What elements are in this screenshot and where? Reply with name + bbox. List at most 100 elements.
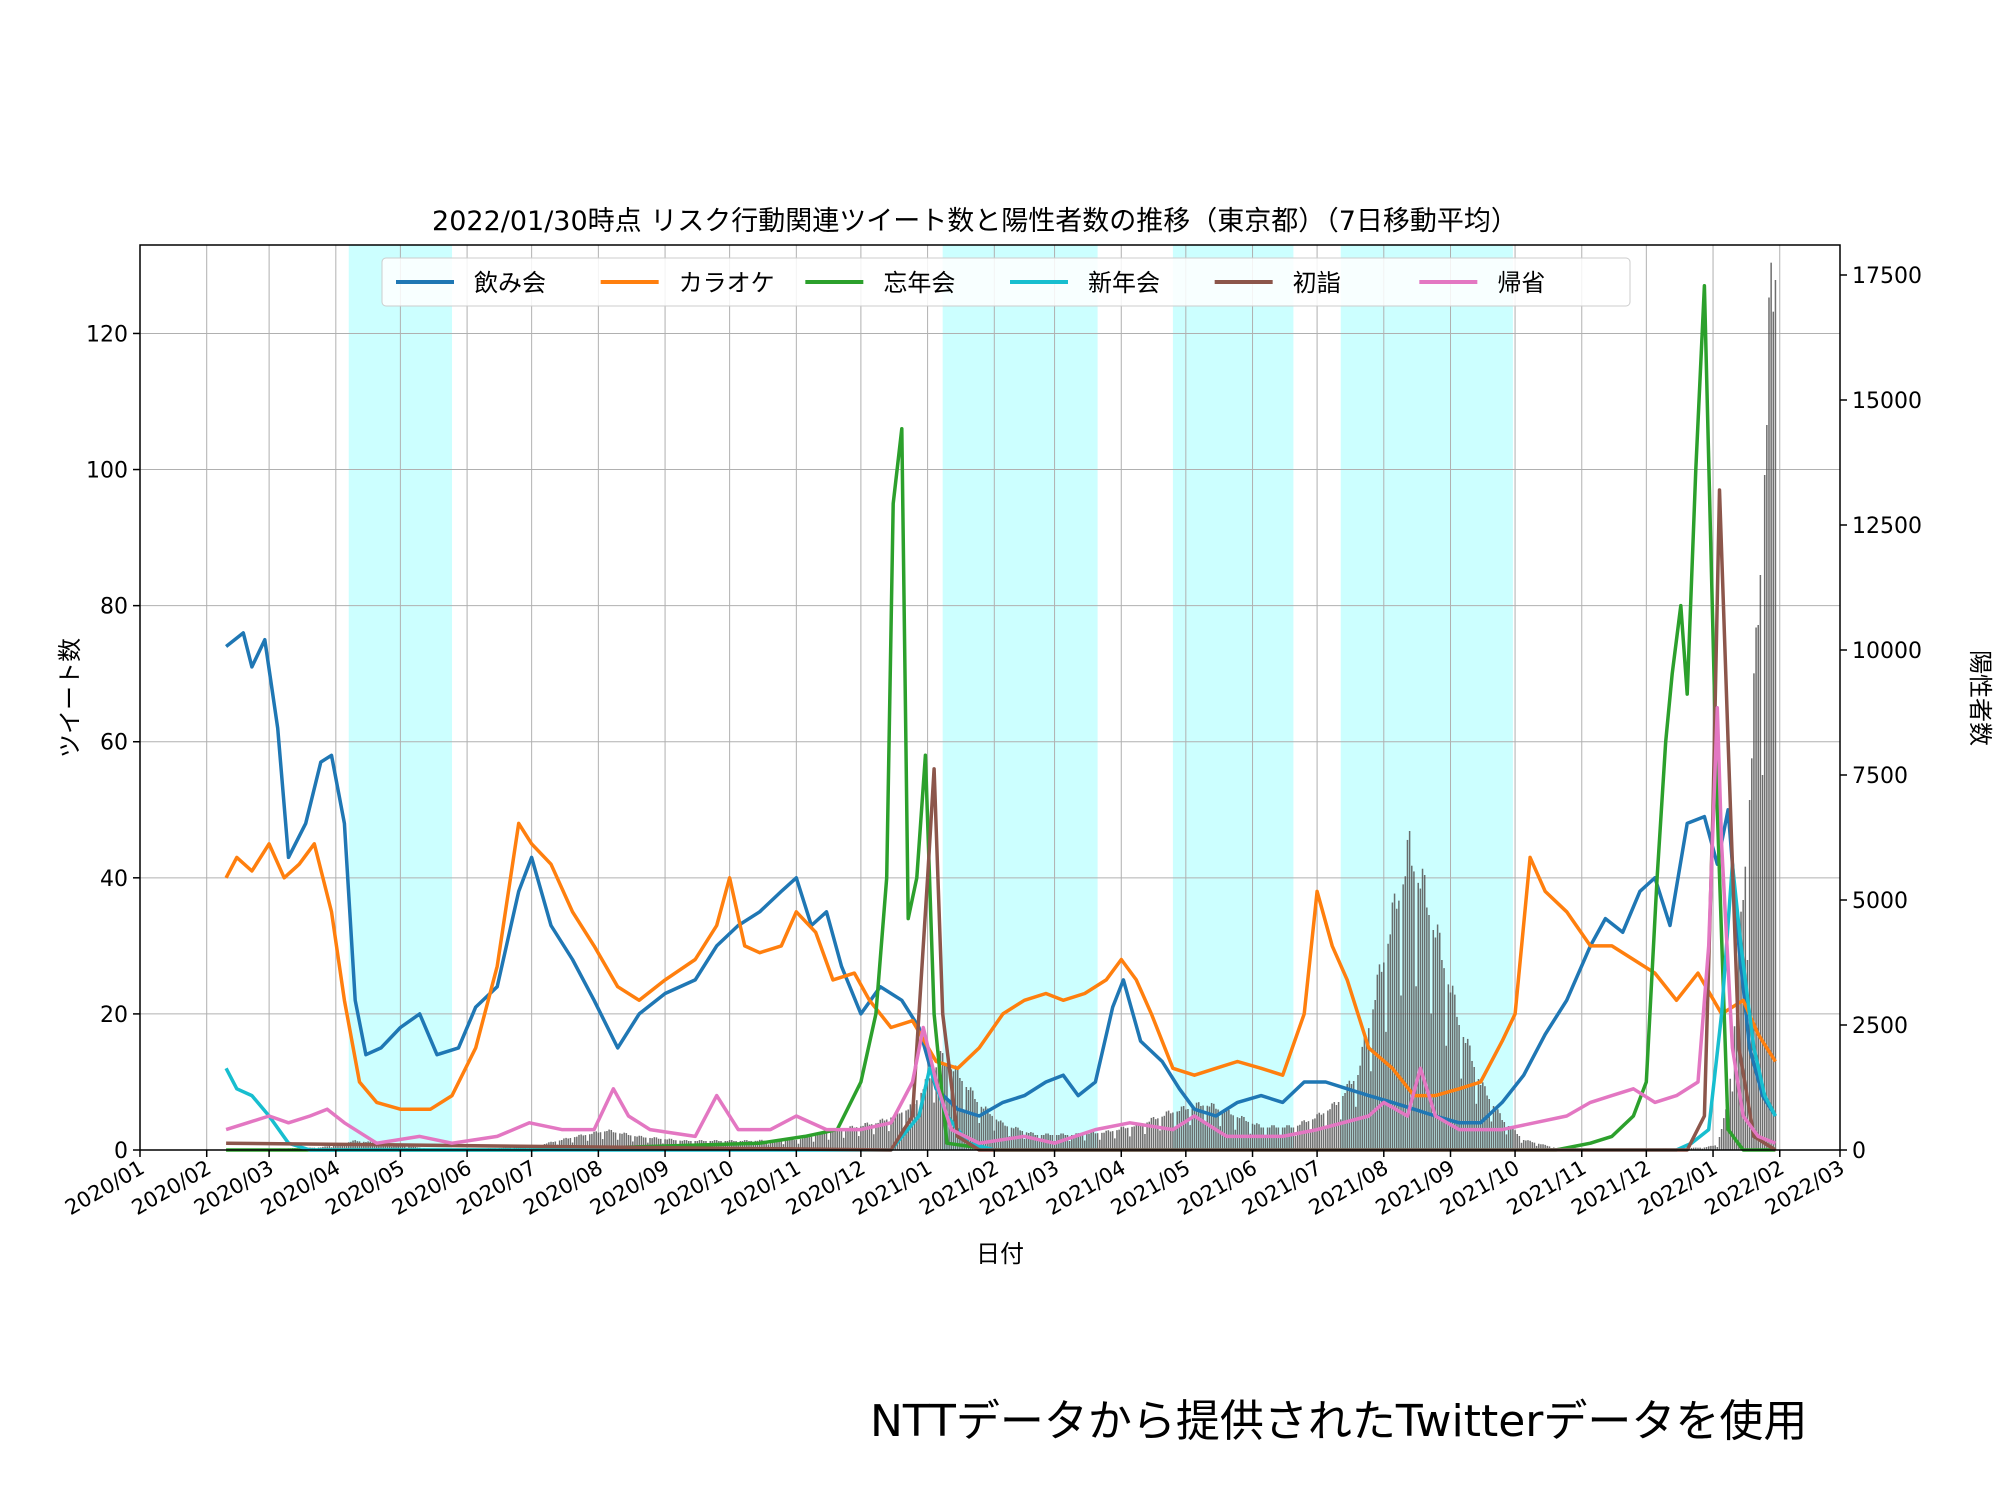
case-bar	[606, 1131, 608, 1150]
case-bar	[1361, 1046, 1364, 1150]
case-bar	[1225, 1108, 1228, 1150]
case-bar	[817, 1135, 819, 1150]
case-bar	[335, 1144, 337, 1150]
case-bar	[1008, 1136, 1011, 1150]
case-bar	[1415, 986, 1417, 1150]
case-bar	[1479, 1085, 1482, 1150]
case-bar	[786, 1140, 789, 1150]
case-bar	[1714, 1145, 1716, 1150]
case-bar	[1193, 1107, 1196, 1150]
y-tick-label: 40	[100, 867, 128, 892]
case-bar	[1101, 1132, 1103, 1150]
case-bar	[1135, 1123, 1138, 1150]
case-bar	[911, 1103, 914, 1150]
y-tick-label: 80	[100, 595, 128, 620]
case-bar	[1000, 1120, 1002, 1150]
case-bar	[649, 1137, 651, 1150]
case-bar	[928, 1078, 931, 1150]
legend: 飲み会 カラオケ 忘年会 新年会 初詣 帰省	[381, 257, 1631, 307]
case-bar	[1002, 1122, 1004, 1150]
case-bar	[974, 1099, 976, 1150]
case-bar	[1477, 1079, 1480, 1150]
case-bar	[1111, 1131, 1114, 1150]
case-bar	[341, 1143, 344, 1150]
case-bar	[1075, 1133, 1077, 1150]
case-bar	[873, 1134, 875, 1150]
case-bar	[1260, 1127, 1262, 1150]
case-bar	[1512, 1128, 1514, 1150]
case-bar	[1292, 1127, 1295, 1150]
case-bar	[1710, 1145, 1712, 1150]
case-bar	[1288, 1125, 1290, 1150]
case-bar	[1546, 1145, 1549, 1150]
case-bar	[597, 1132, 600, 1150]
case-bar	[1219, 1126, 1222, 1150]
case-bar	[1154, 1119, 1157, 1150]
case-bar	[1768, 297, 1770, 1150]
case-bar	[1320, 1114, 1323, 1150]
case-bar	[1073, 1135, 1075, 1150]
case-bar	[972, 1090, 974, 1150]
case-bar	[629, 1135, 632, 1150]
case-bar	[784, 1140, 787, 1150]
case-bar	[1185, 1109, 1187, 1150]
case-bar	[595, 1131, 597, 1150]
case-bar	[1751, 758, 1753, 1150]
case-bar	[741, 1141, 744, 1150]
case-bar	[771, 1140, 774, 1150]
case-bar	[1264, 1136, 1267, 1150]
case-bar	[1419, 888, 1422, 1150]
case-bar	[1318, 1112, 1320, 1150]
case-bar	[1697, 1147, 1699, 1150]
y2-tick-label: 15000	[1852, 389, 1922, 414]
case-bar	[1402, 884, 1404, 1150]
case-bar	[780, 1140, 783, 1150]
case-bar	[918, 1117, 920, 1150]
case-bar	[1398, 900, 1400, 1150]
case-bar	[875, 1123, 877, 1150]
case-bar	[879, 1119, 882, 1150]
case-bar	[1370, 1071, 1372, 1150]
case-bar	[1137, 1123, 1140, 1150]
case-bar	[1286, 1125, 1288, 1150]
case-bar	[1507, 1126, 1510, 1150]
case-bar	[1469, 1045, 1471, 1150]
case-bar	[401, 1145, 404, 1150]
case-bar	[1129, 1136, 1131, 1150]
y-tick-label: 20	[100, 1003, 128, 1028]
case-bar	[1408, 831, 1411, 1150]
case-bar	[1486, 1095, 1488, 1150]
case-bar	[862, 1125, 864, 1150]
case-bar	[642, 1137, 645, 1150]
case-bar	[1092, 1131, 1095, 1150]
case-bar	[1174, 1127, 1176, 1150]
case-bar	[1389, 934, 1392, 1150]
case-bar	[1165, 1111, 1168, 1150]
case-bar	[1413, 871, 1415, 1150]
case-bar	[797, 1143, 800, 1150]
case-bar	[1236, 1117, 1239, 1150]
case-bar	[933, 1102, 935, 1150]
case-bar	[1367, 1028, 1370, 1150]
case-bar	[1520, 1142, 1523, 1150]
case-bar	[1083, 1140, 1086, 1150]
case-bar	[1027, 1133, 1030, 1150]
case-bar	[1036, 1135, 1039, 1150]
case-bar	[821, 1132, 823, 1150]
case-bar	[1023, 1139, 1026, 1150]
case-bar	[1019, 1130, 1021, 1150]
y2-tick-label: 7500	[1852, 764, 1908, 789]
y-axis-label: ツイート数	[56, 638, 84, 758]
case-bar	[1464, 1043, 1467, 1150]
case-bar	[1475, 1103, 1478, 1150]
case-bar	[657, 1138, 660, 1150]
case-bar	[1456, 1016, 1458, 1150]
case-bar	[1124, 1128, 1127, 1150]
case-bar	[916, 1100, 918, 1150]
case-bar	[1161, 1116, 1163, 1150]
shaded-periods	[348, 245, 1513, 1150]
case-bar	[403, 1146, 406, 1150]
case-bar	[1531, 1142, 1534, 1150]
chart-title: 2022/01/30時点 リスク行動関連ツイート数と陽性者数の推移（東京都）（7…	[432, 206, 1518, 237]
case-bar	[1712, 1145, 1714, 1150]
